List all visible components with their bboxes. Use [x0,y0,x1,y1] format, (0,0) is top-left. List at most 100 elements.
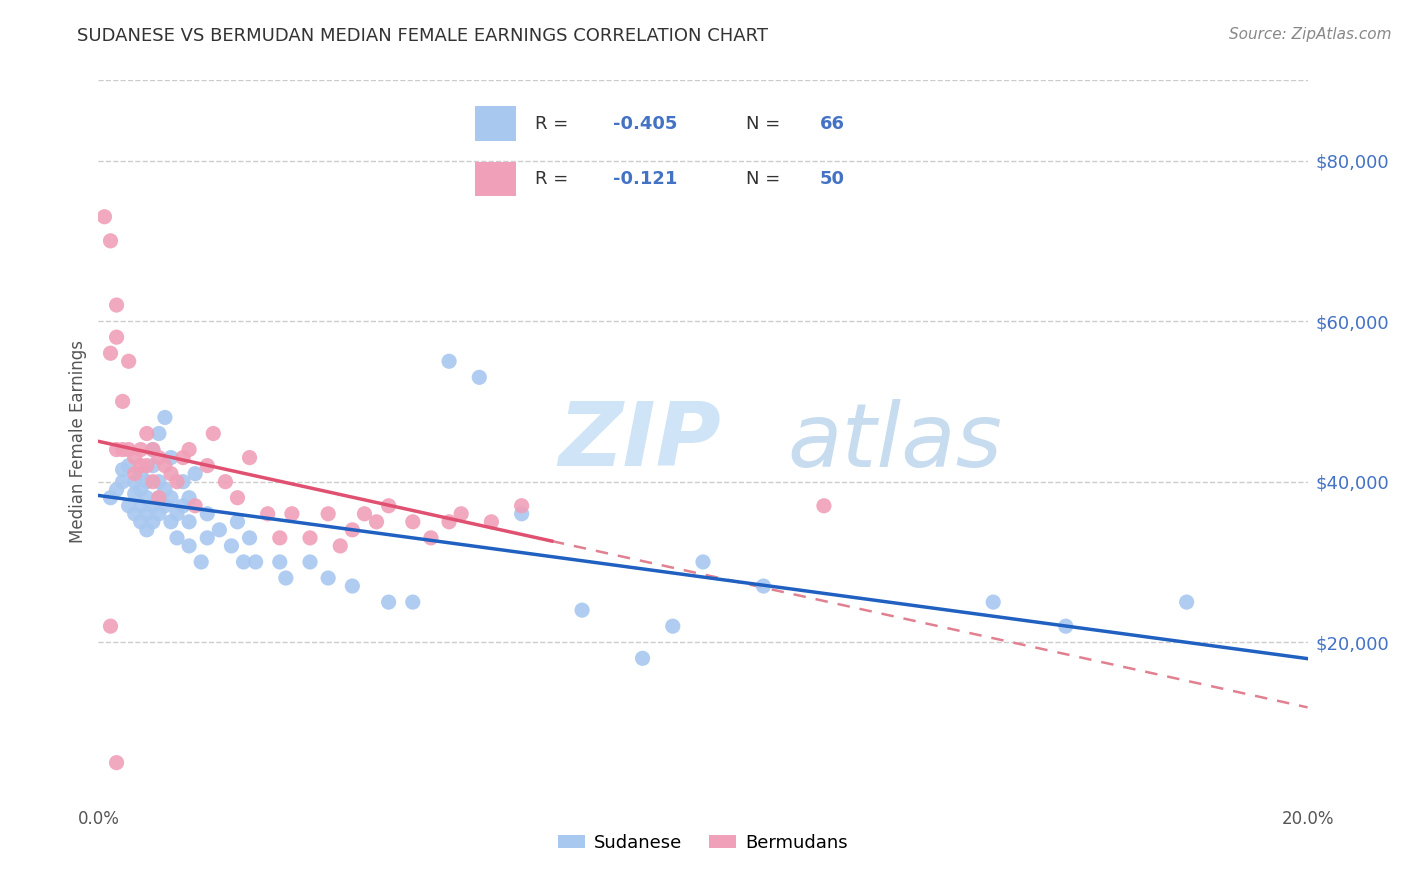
Point [190,555,212,569]
Point [105,442,128,457]
Point [118,442,141,457]
Point [142,515,165,529]
Point [420,531,443,545]
Point [118,458,141,473]
Point [160,515,183,529]
Point [124,467,146,481]
Point [111,462,134,476]
Point [752,579,775,593]
Point [179,539,201,553]
Text: ZIP: ZIP [558,398,721,485]
Point [481,515,503,529]
Point [269,531,291,545]
Point [329,539,352,553]
Point [353,507,375,521]
Point [135,458,157,473]
Y-axis label: Median Female Earnings: Median Female Earnings [69,340,87,543]
Point [166,507,188,521]
Point [142,442,165,457]
Point [437,354,460,368]
Point [100,619,122,633]
Point [179,491,201,505]
Point [129,483,152,497]
Point [105,330,128,344]
Point [269,555,291,569]
Text: SUDANESE VS BERMUDAN MEDIAN FEMALE EARNINGS CORRELATION CHART: SUDANESE VS BERMUDAN MEDIAN FEMALE EARNI… [77,27,768,45]
Point [153,410,176,425]
Point [366,515,388,529]
Point [179,515,201,529]
Point [153,483,176,497]
Point [1054,619,1077,633]
Point [195,458,218,473]
Point [981,595,1004,609]
Point [105,298,128,312]
Point [118,499,141,513]
Point [299,531,322,545]
Point [135,475,157,489]
Point [160,450,183,465]
Point [208,523,231,537]
Point [93,210,115,224]
Point [111,394,134,409]
Point [402,595,425,609]
Point [129,458,152,473]
Point [342,523,364,537]
Point [195,507,218,521]
Point [813,499,835,513]
Point [468,370,491,384]
Point [153,499,176,513]
Point [129,442,152,457]
Point [402,515,425,529]
Point [100,491,122,505]
Point [256,507,278,521]
Point [299,555,322,569]
Point [450,507,472,521]
Point [124,475,146,489]
Point [105,483,128,497]
Point [184,467,207,481]
Point [124,486,146,500]
Point [118,354,141,368]
Point [148,491,170,505]
Point [160,467,183,481]
Point [437,515,460,529]
Point [510,499,533,513]
Point [172,450,194,465]
Point [631,651,654,665]
Point [129,467,152,481]
Point [245,555,267,569]
Point [166,531,188,545]
Point [239,450,262,465]
Point [142,458,165,473]
Point [148,507,170,521]
Point [111,475,134,489]
Point [316,571,339,585]
Point [129,499,152,513]
Point [510,507,533,521]
Point [153,458,176,473]
Text: atlas: atlas [787,399,1002,484]
Point [105,756,128,770]
Point [135,491,157,505]
Point [166,475,188,489]
Point [124,450,146,465]
Point [226,515,249,529]
Point [100,234,122,248]
Point [142,442,165,457]
Point [148,450,170,465]
Point [316,507,339,521]
Point [281,507,304,521]
Point [214,475,236,489]
Point [172,475,194,489]
Point [226,491,249,505]
Point [135,523,157,537]
Point [274,571,297,585]
Text: Source: ZipAtlas.com: Source: ZipAtlas.com [1229,27,1392,42]
Point [124,507,146,521]
Point [1175,595,1198,609]
Point [692,555,714,569]
Point [129,515,152,529]
Point [142,499,165,513]
Point [342,579,364,593]
